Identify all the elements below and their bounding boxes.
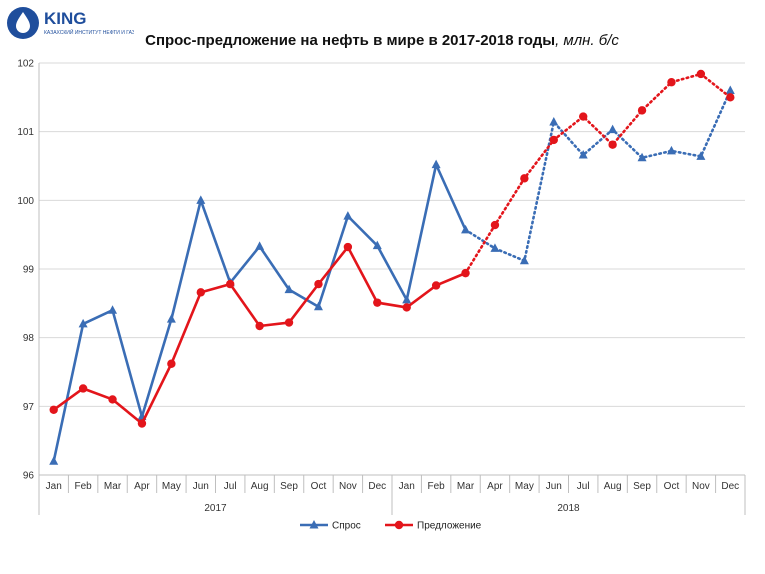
x-tick-label: Feb (428, 481, 446, 492)
x-tick-label: Oct (311, 481, 327, 492)
data-point-series-2 (167, 359, 176, 368)
king-logo: KING КАЗАХСКИЙ ИНСТИТУТ НЕФТИ И ГАЗА (7, 7, 134, 39)
x-tick-label: Nov (339, 481, 357, 492)
data-point-series-2 (696, 69, 706, 79)
data-point-series-1 (196, 195, 206, 204)
x-tick-label: Oct (664, 481, 680, 492)
x-tick-label: Jan (46, 481, 62, 492)
data-point-series-1 (166, 314, 176, 323)
legend: Спрос Предложение (300, 520, 482, 532)
data-point-series-2 (196, 288, 205, 297)
legend-label-series-1: Спрос (332, 521, 361, 532)
data-point-series-2 (137, 419, 147, 428)
y-tick-label-101: 101 (17, 127, 34, 138)
x-tick-label: Jul (224, 481, 237, 492)
data-point-series-2 (49, 405, 58, 414)
x-tick-label: Mar (457, 481, 475, 492)
legend-label-series-2: Предложение (417, 521, 482, 532)
data-point-series-1 (637, 152, 647, 162)
data-point-series-2 (78, 384, 88, 393)
data-point-series-1 (49, 456, 59, 465)
data-point-series-2 (402, 303, 411, 312)
data-point-series-2 (637, 106, 647, 115)
data-point-series-2 (490, 220, 500, 230)
series-layer (49, 69, 735, 465)
x-tick-label: Aug (604, 481, 622, 492)
data-point-series-2 (226, 279, 235, 289)
y-tick-label-99: 99 (23, 265, 35, 276)
data-point-series-2 (108, 395, 117, 404)
x-tick-label: Dec (721, 481, 739, 492)
x-tick-label: Jul (577, 481, 590, 492)
x-tick-label: May (162, 481, 181, 492)
x-tick-label: Apr (487, 481, 503, 492)
chart-title: Спрос-предложение на нефть в мире в 2017… (145, 32, 619, 49)
data-point-series-2 (549, 135, 558, 145)
data-point-series-1 (490, 243, 500, 252)
chart-title-unit: , млн. б/с (555, 32, 619, 49)
x-tick-label: Mar (104, 481, 122, 492)
series-forecast-line-2 (464, 72, 732, 275)
data-point-series-1 (608, 124, 618, 134)
data-point-series-2 (461, 268, 470, 278)
data-point-series-1 (578, 150, 588, 159)
x-tick-label: Sep (633, 481, 651, 492)
x-tick-label: Sep (280, 481, 298, 492)
data-point-series-1 (284, 284, 294, 294)
data-point-series-1 (666, 145, 676, 155)
y-tick-label-102: 102 (17, 59, 34, 70)
grid (39, 62, 745, 476)
data-point-series-2 (314, 279, 323, 289)
y-tick-label-98: 98 (23, 333, 35, 344)
logo-drop-icon (16, 12, 30, 33)
data-point-series-2 (579, 112, 588, 121)
x-tick-label: Jan (399, 481, 415, 492)
data-point-series-2 (608, 140, 617, 149)
y-tick-label-96: 96 (23, 471, 35, 482)
axes: 96 97 98 99 100 101 102 Jan Feb Mar Apr May Jun Jul Au… (17, 59, 746, 515)
data-point-series-2 (255, 321, 264, 331)
legend-marker-series-2 (394, 520, 404, 530)
x-tick-label: Feb (75, 481, 93, 492)
y-tick-label-97: 97 (23, 402, 35, 413)
data-point-series-1 (696, 151, 706, 160)
group-label-2017: 2017 (204, 503, 227, 514)
data-point-series-1 (402, 294, 412, 304)
data-point-series-1 (372, 240, 382, 250)
data-point-series-1 (343, 211, 353, 220)
data-point-series-1 (725, 85, 735, 94)
data-point-series-2 (520, 174, 529, 183)
data-point-series-1 (108, 305, 118, 314)
logo-name: KING (44, 9, 87, 28)
data-point-series-1 (549, 117, 559, 126)
x-tick-label: Dec (368, 481, 386, 492)
y-tick-label-100: 100 (17, 196, 34, 207)
x-tick-label: Apr (134, 481, 150, 492)
data-point-series-2 (343, 242, 353, 252)
group-label-2018: 2018 (557, 503, 580, 514)
data-point-series-1 (313, 301, 323, 311)
x-tick-label: Jun (193, 481, 209, 492)
series-forecast-line-1 (464, 89, 732, 263)
data-point-series-1 (78, 318, 88, 328)
data-point-series-1 (461, 224, 471, 234)
x-tick-label: Aug (251, 481, 269, 492)
data-point-series-2 (726, 93, 735, 102)
logo-tagline: КАЗАХСКИЙ ИНСТИТУТ НЕФТИ И ГАЗА (44, 28, 134, 36)
data-point-series-1 (255, 241, 265, 250)
x-tick-label: Jun (546, 481, 562, 492)
chart-title-main: Спрос-предложение на нефть в мире в 2017… (145, 32, 555, 49)
data-point-series-2 (373, 298, 382, 307)
x-tick-label: Nov (692, 481, 710, 492)
data-point-series-1 (519, 255, 529, 265)
data-point-series-1 (431, 159, 441, 169)
data-point-series-2 (284, 318, 294, 327)
legend-marker-series-1 (309, 520, 319, 529)
data-point-series-2 (667, 78, 676, 87)
data-point-series-2 (431, 281, 441, 290)
x-tick-label: May (515, 481, 534, 492)
